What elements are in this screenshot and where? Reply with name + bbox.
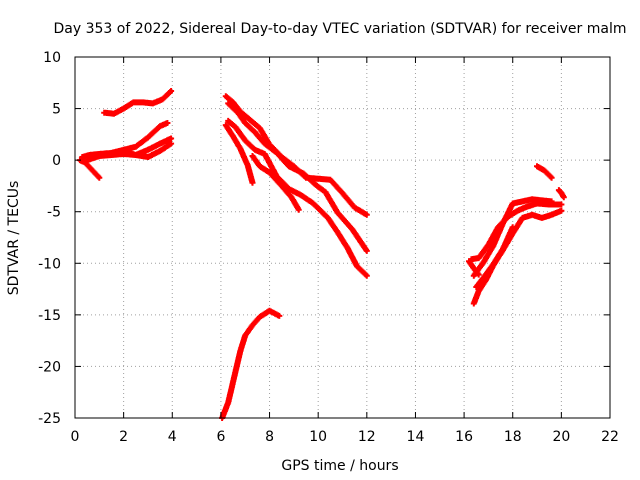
series-track-e bbox=[120, 140, 175, 160]
y-tick-label: -20 bbox=[38, 359, 61, 375]
data-point-markers bbox=[466, 258, 482, 278]
data-point-markers bbox=[222, 122, 256, 186]
x-tick-label: 10 bbox=[309, 429, 327, 445]
series-track-p bbox=[466, 258, 482, 278]
y-tick-label: -25 bbox=[38, 411, 61, 427]
series-track-a bbox=[101, 88, 175, 117]
y-tick-label: 5 bbox=[52, 102, 61, 118]
series-track-j bbox=[249, 153, 302, 213]
x-tick-label: 0 bbox=[71, 429, 80, 445]
series-track-i bbox=[222, 122, 256, 186]
data-point-markers bbox=[101, 88, 175, 117]
series-track-q bbox=[534, 163, 555, 181]
x-tick-label: 14 bbox=[407, 429, 425, 445]
x-tick-label: 8 bbox=[265, 429, 274, 445]
x-tick-label: 2 bbox=[119, 429, 128, 445]
x-tick-label: 20 bbox=[552, 429, 570, 445]
data-point-markers bbox=[473, 224, 516, 290]
series-track-m bbox=[470, 196, 555, 279]
axis-ticks: 0 2 4 6 8 10 12 14 16 18 20 22 -25 -20 -15 -10 -5 0 5 10 bbox=[38, 50, 619, 445]
x-tick-label: 16 bbox=[455, 429, 473, 445]
x-tick-label: 22 bbox=[601, 429, 619, 445]
x-tick-label: 12 bbox=[358, 429, 376, 445]
y-tick-label: -5 bbox=[47, 205, 61, 221]
plot-frame bbox=[74, 56, 611, 419]
data-point-markers bbox=[470, 196, 555, 279]
x-axis-label: GPS time / hours bbox=[281, 458, 398, 474]
data-point-markers bbox=[120, 140, 175, 160]
series-track-g bbox=[225, 100, 370, 254]
x-tick-label: 18 bbox=[504, 429, 522, 445]
x-tick-label: 6 bbox=[216, 429, 225, 445]
y-tick-label: 10 bbox=[43, 50, 61, 66]
data-point-markers bbox=[225, 100, 370, 254]
data-series bbox=[76, 88, 567, 421]
y-tick-label: 0 bbox=[52, 153, 61, 169]
data-point-markers bbox=[555, 187, 567, 201]
y-tick-label: -10 bbox=[38, 256, 61, 272]
y-axis-label: SDTVAR / TECUs bbox=[6, 181, 22, 296]
x-tick-label: 4 bbox=[168, 429, 177, 445]
chart-title: Day 353 of 2022, Sidereal Day-to-day VTE… bbox=[54, 21, 627, 37]
series-track-o bbox=[473, 224, 516, 290]
series-track-r bbox=[555, 187, 567, 201]
data-point-markers bbox=[225, 117, 370, 279]
data-point-markers bbox=[534, 163, 555, 181]
y-tick-label: -15 bbox=[38, 308, 61, 324]
series-track-h bbox=[225, 117, 370, 279]
data-point-markers bbox=[249, 153, 302, 213]
